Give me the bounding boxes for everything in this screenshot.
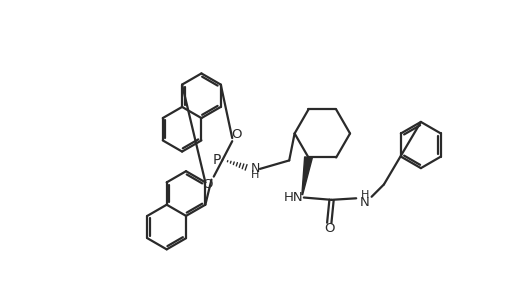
Text: O: O [324,222,335,235]
Text: N: N [360,196,370,209]
Text: H: H [360,190,369,200]
Text: O: O [202,178,213,191]
Text: P: P [213,153,221,167]
Text: O: O [231,128,241,141]
Text: N: N [251,162,260,175]
Text: H: H [251,170,259,180]
Text: HN: HN [284,191,304,204]
Polygon shape [302,157,312,194]
